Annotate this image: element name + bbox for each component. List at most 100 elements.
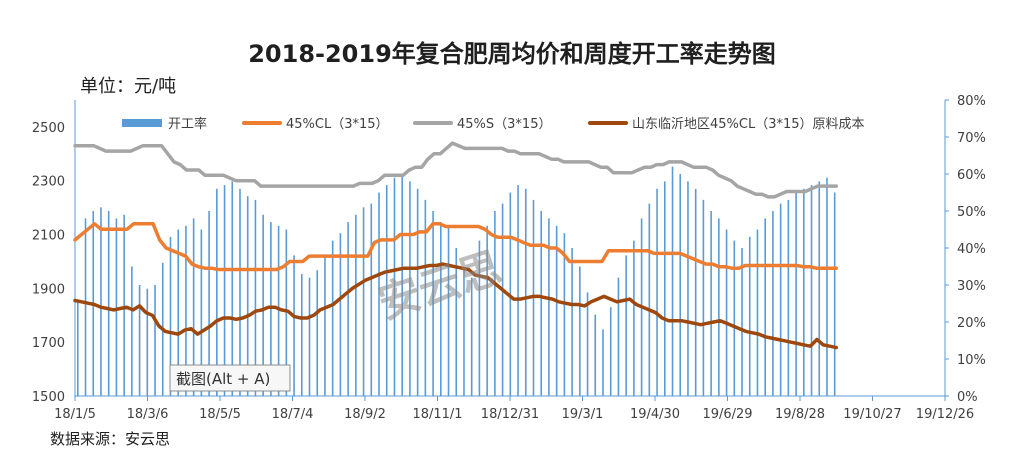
- opening-rate-bar: [223, 185, 226, 396]
- x-tick-label: 18/3/6: [127, 407, 169, 422]
- opening-rate-bar: [455, 248, 458, 396]
- legend-swatch-bar: [122, 119, 162, 127]
- opening-rate-bar: [208, 211, 210, 396]
- opening-rate-bar: [370, 203, 373, 396]
- source-label: 数据来源：安云思: [50, 430, 171, 448]
- y-right-tick-label: 10%: [957, 353, 986, 368]
- opening-rate-bar: [810, 185, 813, 396]
- opening-rate-bar: [138, 285, 141, 396]
- opening-rate-bar: [84, 218, 87, 396]
- opening-rate-bar: [362, 207, 365, 396]
- y-right-tick-label: 20%: [957, 316, 986, 331]
- opening-rate-bar: [216, 188, 218, 396]
- opening-rate-bar: [764, 218, 766, 396]
- opening-rate-bar: [107, 211, 110, 396]
- x-tick-label: 18/5/5: [199, 407, 241, 422]
- opening-rate-bar: [609, 307, 612, 396]
- opening-rate-bar: [324, 255, 326, 396]
- legend-label: 45%S（3*15）: [457, 117, 551, 132]
- opening-rate-bar: [409, 181, 411, 396]
- opening-rate-bar: [671, 166, 674, 396]
- x-tick-label: 18/9/2: [344, 407, 386, 422]
- line-series-layer: [73, 141, 839, 350]
- y-right-tick-label: 30%: [957, 279, 986, 294]
- opening-rate-bar: [154, 285, 156, 396]
- opening-rate-bar: [586, 292, 589, 396]
- opening-rate-bar: [571, 248, 573, 396]
- y-right-tick-label: 80%: [957, 94, 986, 109]
- opening-rate-bar: [77, 299, 79, 396]
- opening-rate-bar: [262, 214, 264, 396]
- x-tick-label: 18/7/4: [272, 407, 314, 422]
- opening-rate-bar: [779, 203, 782, 396]
- x-tick-label: 18/1/5: [54, 407, 96, 422]
- opening-rate-bar: [378, 192, 380, 396]
- opening-rate-bar: [725, 229, 728, 396]
- opening-rate-bar: [231, 181, 234, 396]
- opening-rate-bar: [795, 192, 797, 396]
- opening-rate-bar: [818, 181, 821, 396]
- opening-rate-bar: [625, 255, 627, 396]
- series-line-linyi-cost: [73, 262, 839, 350]
- y-right-tick-label: 50%: [957, 205, 986, 220]
- opening-rate-bar: [254, 199, 257, 396]
- opening-rate-bar: [718, 218, 720, 396]
- opening-rate-bar: [123, 214, 125, 396]
- tooltip-box: [169, 364, 291, 392]
- opening-rate-bar: [331, 240, 334, 396]
- series-line-45cl: [73, 222, 839, 272]
- x-tick-label: 19/10/27: [843, 407, 901, 422]
- opening-rate-bar: [385, 185, 388, 396]
- opening-rate-bar: [548, 218, 550, 396]
- opening-rate-bar: [710, 211, 712, 396]
- opening-rate-bar: [741, 248, 743, 396]
- opening-rate-bar: [393, 177, 396, 396]
- opening-rate-bar: [277, 225, 280, 396]
- screenshot-tooltip: 截图(Alt + A): [169, 364, 291, 392]
- y-right-tick-label: 60%: [957, 168, 986, 183]
- opening-rate-bar: [316, 270, 319, 396]
- x-tick-label: 19/3/1: [562, 407, 604, 422]
- opening-rate-bar: [663, 181, 666, 396]
- opening-rate-bar: [177, 229, 180, 396]
- opening-rate-bar: [440, 222, 442, 396]
- opening-rate-bar: [470, 277, 473, 396]
- opening-rate-bar: [339, 233, 342, 396]
- unit-label: 单位：元/吨: [80, 76, 177, 97]
- opening-rate-bar: [100, 207, 102, 396]
- opening-rate-bar: [115, 218, 118, 396]
- x-tick-label: 19/12/26: [916, 407, 974, 422]
- opening-rate-bar: [308, 277, 311, 396]
- opening-rate-bar: [702, 199, 705, 396]
- opening-rate-bar: [694, 188, 697, 396]
- legend-label: 45%CL（3*15）: [286, 117, 389, 132]
- opening-rate-bar: [192, 218, 195, 396]
- legend-label: 山东临沂地区45%CL（3*15）原料成本: [632, 117, 865, 132]
- y-right-tick-label: 0%: [957, 390, 978, 405]
- opening-rate-bar: [501, 203, 504, 396]
- opening-rate-bar: [687, 181, 689, 396]
- opening-rate-bar: [733, 240, 736, 396]
- opening-rate-bar: [169, 236, 172, 396]
- opening-rate-bar: [803, 188, 805, 396]
- opening-rate-bar: [563, 233, 566, 396]
- series-line-45s: [73, 141, 839, 199]
- opening-rate-bar: [486, 225, 488, 396]
- opening-rate-bar: [787, 199, 790, 396]
- bar-series-opening-rate: [77, 166, 836, 396]
- legend: 开工率 45%CL（3*15） 45%S（3*15） 山东临沂地区45%CL（3*15…: [122, 116, 865, 132]
- opening-rate-bar: [146, 288, 149, 396]
- y-left-tick-label: 1500: [32, 390, 65, 405]
- opening-rate-bar: [517, 185, 519, 396]
- opening-rate-bar: [579, 266, 581, 396]
- opening-rate-bar: [424, 199, 427, 396]
- opening-rate-bar: [416, 188, 419, 396]
- opening-rate-bar: [756, 229, 759, 396]
- opening-rate-bar: [355, 214, 357, 396]
- opening-rate-bar: [131, 266, 133, 396]
- y-left-tick-label: 2100: [32, 229, 65, 244]
- legend-label: 开工率: [168, 116, 207, 132]
- opening-rate-bar: [432, 211, 434, 396]
- opening-rate-bar: [555, 225, 558, 396]
